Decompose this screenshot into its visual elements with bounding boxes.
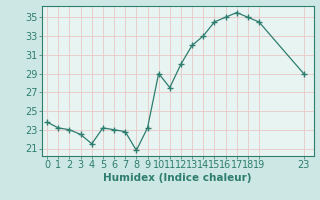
X-axis label: Humidex (Indice chaleur): Humidex (Indice chaleur) — [103, 173, 252, 183]
